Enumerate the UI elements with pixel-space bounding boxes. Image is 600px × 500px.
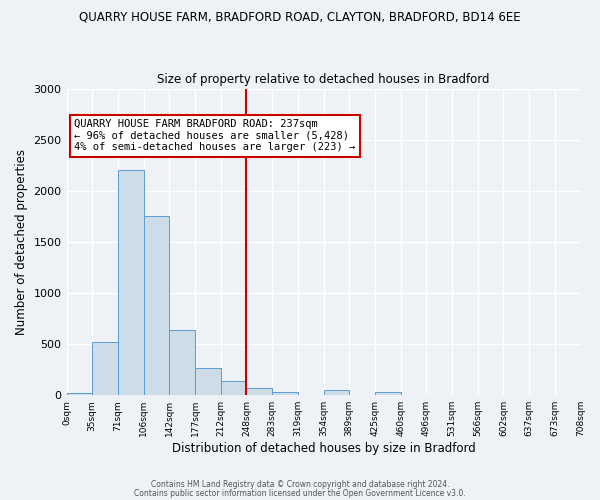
Bar [169, 330, 195, 395]
Y-axis label: Number of detached properties: Number of detached properties [15, 149, 28, 335]
Bar [375, 392, 401, 395]
Bar [323, 390, 349, 395]
Bar [221, 381, 247, 395]
Title: Size of property relative to detached houses in Bradford: Size of property relative to detached ho… [157, 73, 490, 86]
Bar [143, 216, 169, 395]
Bar [67, 393, 92, 395]
Text: QUARRY HOUSE FARM BRADFORD ROAD: 237sqm
← 96% of detached houses are smaller (5,: QUARRY HOUSE FARM BRADFORD ROAD: 237sqm … [74, 119, 356, 152]
Text: Contains public sector information licensed under the Open Government Licence v3: Contains public sector information licen… [134, 489, 466, 498]
Text: QUARRY HOUSE FARM, BRADFORD ROAD, CLAYTON, BRADFORD, BD14 6EE: QUARRY HOUSE FARM, BRADFORD ROAD, CLAYTO… [79, 10, 521, 23]
Bar [118, 170, 143, 395]
Bar [272, 392, 298, 395]
Bar [195, 368, 221, 395]
Bar [92, 342, 118, 395]
Text: Contains HM Land Registry data © Crown copyright and database right 2024.: Contains HM Land Registry data © Crown c… [151, 480, 449, 489]
Bar [247, 388, 272, 395]
X-axis label: Distribution of detached houses by size in Bradford: Distribution of detached houses by size … [172, 442, 475, 455]
